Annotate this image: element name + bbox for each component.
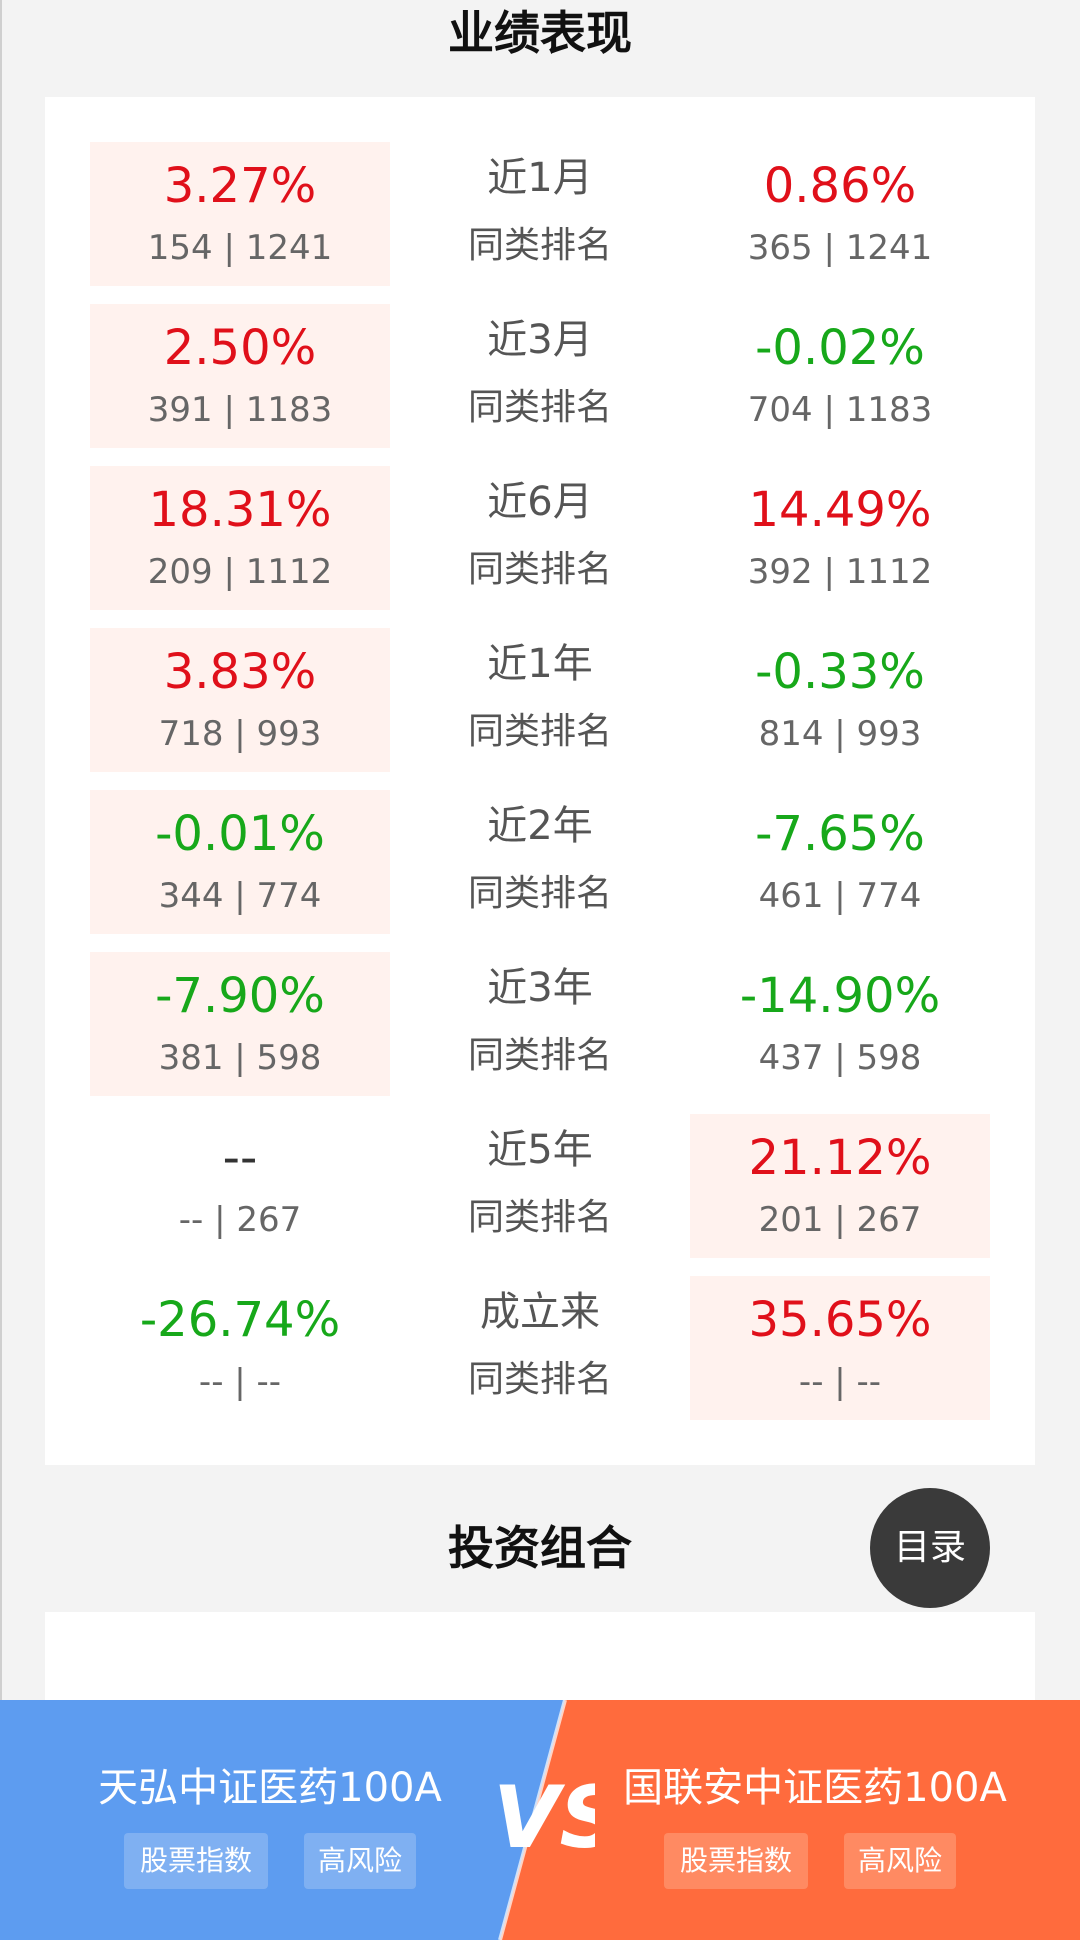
return-value: -7.65% (755, 806, 925, 862)
rank-value: 391 | 1183 (147, 390, 333, 430)
period-label: 近3年 (487, 965, 593, 1011)
fund-a-name[interactable]: 天弘中证医药100A (98, 1765, 442, 1811)
rank-label: 同类排名 (467, 873, 612, 914)
period-label-cell: 近1月同类排名 (390, 142, 690, 286)
return-value: -14.90% (739, 968, 941, 1024)
period-label-cell: 近3月同类排名 (390, 304, 690, 448)
performance-row: 18.31% 209 | 1112 14.49% 392 | 1112 近6月同类排名 (45, 466, 1035, 610)
period-label-cell: 近2年同类排名 (390, 790, 690, 934)
period-label: 近5年 (487, 1127, 593, 1173)
rank-value: 704 | 1183 (747, 390, 933, 430)
return-value: 0.86% (763, 158, 917, 214)
fund-b-name[interactable]: 国联安中证医药100A (623, 1765, 1007, 1811)
fund-a-return-cell: -- -- | 267 (90, 1114, 390, 1258)
rank-value: 392 | 1112 (747, 552, 933, 592)
rank-label: 同类排名 (467, 711, 612, 752)
rank-label: 同类排名 (467, 1359, 612, 1400)
return-value: -0.01% (155, 806, 325, 862)
period-label: 近3月 (487, 317, 593, 363)
fund-b-return-cell: -0.02% 704 | 1183 (690, 304, 990, 448)
fund-a-return-cell: 18.31% 209 | 1112 (90, 466, 390, 610)
fund-b-return-cell: 0.86% 365 | 1241 (690, 142, 990, 286)
rank-value: 718 | 993 (158, 714, 322, 754)
fund-b-tag-type: 股票指数 (664, 1833, 808, 1889)
fund-a-return-cell: 3.27% 154 | 1241 (90, 142, 390, 286)
vs-label: VS (493, 1768, 595, 1868)
return-value: 3.83% (163, 644, 317, 700)
rank-value: 437 | 598 (758, 1038, 922, 1078)
return-value: 3.27% (163, 158, 317, 214)
fund-a-return-cell: 2.50% 391 | 1183 (90, 304, 390, 448)
rank-label: 同类排名 (467, 387, 612, 428)
fund-b-return-cell: -7.65% 461 | 774 (690, 790, 990, 934)
return-value: 18.31% (148, 482, 332, 538)
return-value: -26.74% (139, 1292, 341, 1348)
rank-value: 365 | 1241 (747, 228, 933, 268)
rank-value: 461 | 774 (758, 876, 922, 916)
performance-row: -26.74% -- | -- 35.65% -- | -- 成立来同类排名 (45, 1276, 1035, 1420)
period-label: 近1年 (487, 641, 593, 687)
rank-value: -- | 267 (178, 1200, 302, 1240)
period-label-cell: 成立来 同类排名 (390, 1276, 690, 1420)
rank-value: -- | -- (198, 1362, 282, 1402)
portfolio-card (45, 1612, 1035, 1702)
fund-b-return-cell: -0.33% 814 | 993 (690, 628, 990, 772)
performance-title: 业绩表现 (448, 6, 632, 60)
fund-b-return-cell: 21.12% 201 | 267 (690, 1114, 990, 1258)
fund-b-return-cell: 35.65% -- | -- (690, 1276, 990, 1420)
rank-value: 381 | 598 (158, 1038, 322, 1078)
return-value: -0.33% (755, 644, 925, 700)
performance-row: -- -- | 267 21.12% 201 | 267 近5年同类排名 (45, 1114, 1035, 1258)
period-label-cell: 近5年同类排名 (390, 1114, 690, 1258)
return-value: 35.65% (748, 1292, 932, 1348)
period-label-cell: 近6月同类排名 (390, 466, 690, 610)
period-label-cell: 近1年同类排名 (390, 628, 690, 772)
fund-a-return-cell: 3.83% 718 | 993 (90, 628, 390, 772)
rank-value: 814 | 993 (758, 714, 922, 754)
period-label: 近1月 (487, 155, 593, 201)
performance-row: 2.50% 391 | 1183 -0.02% 704 | 1183 近3月同类排名 (45, 304, 1035, 448)
rank-label: 同类排名 (467, 549, 612, 590)
fund-a-return-cell: -7.90% 381 | 598 (90, 952, 390, 1096)
performance-card: 3.27% 154 | 1241 0.86% 365 | 1241 近1月 同类排名 2.5… (45, 97, 1035, 1465)
performance-row: 3.27% 154 | 1241 0.86% 365 | 1241 近1月同类排名 (45, 142, 1035, 286)
period-label: 成立来 (480, 1289, 600, 1335)
fund-compare-bar[interactable]: 天弘中证医药100A 股票指数 高风险 国联安中证医药100A 股票指数 高风险… (0, 1700, 1080, 1940)
return-value: 21.12% (748, 1130, 932, 1186)
rank-label: 同类排名 (467, 225, 612, 266)
portfolio-title: 投资组合 (448, 1521, 632, 1575)
period-label: 近2年 (487, 803, 593, 849)
rank-value: 344 | 774 (158, 876, 322, 916)
rank-value: 209 | 1112 (147, 552, 333, 592)
fund-b-tag-risk: 高风险 (844, 1833, 956, 1889)
rank-value: -- | -- (798, 1362, 882, 1402)
vs-icon: VS (493, 1768, 595, 1868)
return-value: -7.90% (155, 968, 325, 1024)
performance-row: 3.83% 718 | 993 -0.33% 814 | 993 近1年同类排名 (45, 628, 1035, 772)
rank-label: 同类排名 (467, 1197, 612, 1238)
rank-label: 同类排名 (467, 1035, 612, 1076)
toc-button[interactable]: 目录 (870, 1488, 990, 1608)
performance-row: -7.90% 381 | 598 -14.90% 437 | 598 近3年同类排名 (45, 952, 1035, 1096)
period-label-cell: 近3年同类排名 (390, 952, 690, 1096)
fund-b-return-cell: -14.90% 437 | 598 (690, 952, 990, 1096)
period-label: 近6月 (487, 479, 593, 525)
rank-value: 154 | 1241 (147, 228, 333, 268)
fund-a-return-cell: -26.74% -- | -- (90, 1276, 390, 1420)
fund-a-tag-type: 股票指数 (124, 1833, 268, 1889)
fund-b-return-cell: 14.49% 392 | 1112 (690, 466, 990, 610)
return-value: 14.49% (748, 482, 932, 538)
return-value: 2.50% (163, 320, 317, 376)
fund-a-return-cell: -0.01% 344 | 774 (90, 790, 390, 934)
rank-value: 201 | 267 (758, 1200, 922, 1240)
fund-a-tag-risk: 高风险 (304, 1833, 416, 1889)
return-value: -0.02% (755, 320, 925, 376)
performance-row: -0.01% 344 | 774 -7.65% 461 | 774 近2年同类排名 (45, 790, 1035, 934)
return-value: -- (222, 1130, 258, 1186)
